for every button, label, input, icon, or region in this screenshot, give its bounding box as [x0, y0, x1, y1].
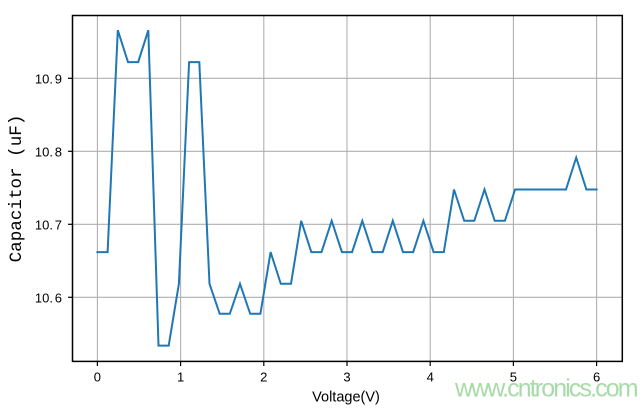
svg-text:www.cntronics.com: www.cntronics.com: [454, 375, 638, 403]
svg-text:2: 2: [260, 370, 267, 385]
svg-text:6: 6: [593, 370, 600, 385]
svg-text:10.7: 10. 7: [35, 218, 62, 233]
svg-text:4: 4: [427, 370, 434, 385]
svg-text:3: 3: [343, 370, 350, 385]
svg-text:Voltage(V): Voltage(V): [312, 390, 380, 406]
svg-text:10.8: 10. 8: [35, 145, 62, 160]
svg-text:10.6: 10. 6: [35, 291, 62, 306]
svg-text:Capacitor (uF): Capacitor (uF): [7, 115, 27, 263]
svg-text:10.9: 10. 9: [35, 72, 62, 87]
svg-text:1: 1: [177, 370, 184, 385]
svg-text:0: 0: [94, 370, 101, 385]
svg-text:5: 5: [510, 370, 517, 385]
